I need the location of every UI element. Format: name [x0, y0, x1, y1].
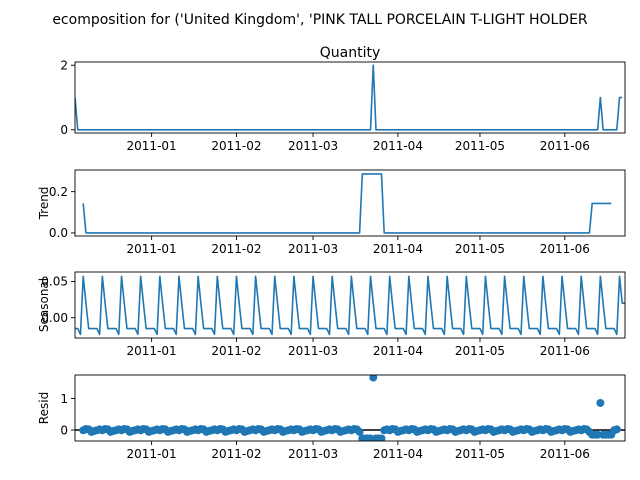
x-tick-label: 2011-05 — [455, 242, 505, 256]
figure-title: ecomposition for ('United Kingdom', 'PIN… — [52, 12, 588, 28]
x-tick-label: 2011-02 — [211, 242, 261, 256]
x-tick-label: 2011-06 — [540, 447, 590, 461]
y-tick-label: 0.2 — [49, 185, 68, 199]
resid-point — [355, 427, 364, 436]
resid-point — [593, 430, 602, 439]
series-line — [82, 173, 612, 234]
panel-4: Resid 2011-01 2011-02 2011-03 2011-04 2011-05… — [37, 374, 626, 461]
x-tick-label: 2011-03 — [288, 344, 338, 358]
x-tick-label: 2011-04 — [373, 344, 423, 358]
x-tick-label: 2011-01 — [127, 139, 177, 153]
plot-area — [75, 375, 625, 441]
x-tick-label: 2011-05 — [455, 447, 505, 461]
resid-point — [369, 375, 378, 382]
x-tick-label: 2011-01 — [127, 242, 177, 256]
y-tick-label: 2 — [60, 59, 68, 73]
resid-point — [596, 398, 605, 407]
axes-frame — [74, 61, 626, 134]
panels: Quantity 2011-01 2011-02 2011-03 2011-04 2011… — [37, 45, 626, 461]
x-tick-label: 2011-03 — [288, 139, 338, 153]
x-tick-label: 2011-02 — [211, 344, 261, 358]
x-tick-label: 2011-01 — [127, 344, 177, 358]
axes-frame — [74, 271, 626, 339]
x-tick-label: 2011-05 — [455, 139, 505, 153]
x-tick-label: 2011-01 — [127, 447, 177, 461]
y-tick-label: 0.0 — [49, 226, 68, 240]
y-tick-label: 0 — [60, 123, 68, 137]
x-tick-label: 2011-02 — [211, 139, 261, 153]
y-axis-label: Trend — [37, 187, 51, 221]
resid-point — [612, 425, 621, 434]
y-axis-label: Seasonal — [37, 278, 51, 332]
series-line — [75, 64, 623, 131]
y-tick-label: 0.00 — [41, 311, 68, 325]
plot-area — [75, 275, 625, 336]
y-axis-label: Resid — [37, 392, 51, 424]
panel-2: Trend 2011-01 2011-02 2011-03 2011-04 2011-05… — [37, 169, 626, 256]
axes-frame — [74, 374, 626, 442]
x-tick-label: 2011-04 — [373, 242, 423, 256]
panel-1: Quantity 2011-01 2011-02 2011-03 2011-04 2011… — [60, 45, 626, 153]
plot-area — [75, 64, 623, 131]
x-tick-label: 2011-06 — [540, 139, 590, 153]
seasonal-line — [75, 275, 625, 336]
y-tick-label: 1 — [60, 392, 68, 406]
x-tick-label: 2011-06 — [540, 242, 590, 256]
x-tick-label: 2011-06 — [540, 344, 590, 358]
x-tick-label: 2011-05 — [455, 344, 505, 358]
resid-point — [377, 434, 386, 441]
x-tick-label: 2011-04 — [373, 447, 423, 461]
x-tick-label: 2011-02 — [211, 447, 261, 461]
y-tick-label: 0.05 — [41, 275, 68, 289]
x-tick-label: 2011-04 — [373, 139, 423, 153]
panel-3: Seasonal 2011-01 2011-02 2011-03 2011-04 2011… — [37, 271, 626, 358]
panel-title: Quantity — [320, 45, 381, 61]
y-tick-label: 0 — [60, 423, 68, 437]
x-tick-label: 2011-03 — [288, 242, 338, 256]
axes-frame — [74, 169, 626, 237]
x-tick-label: 2011-03 — [288, 447, 338, 461]
plot-area — [82, 173, 612, 234]
